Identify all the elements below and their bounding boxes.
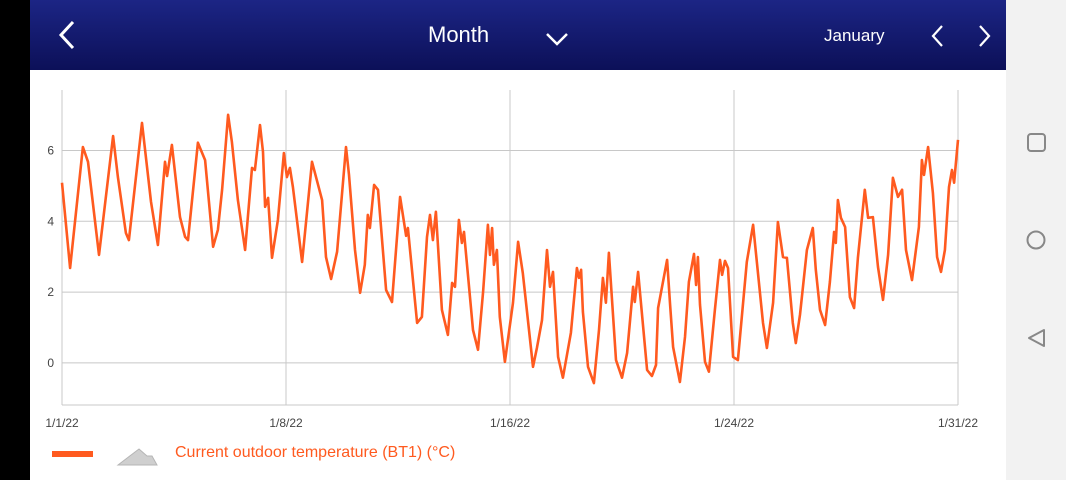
period-type-label[interactable]: Month (428, 22, 490, 47)
y-tick-label: 4 (47, 214, 54, 228)
chevron-left-icon (58, 20, 75, 50)
x-tick-label: 1/24/22 (714, 416, 754, 430)
y-tick-label: 2 (47, 285, 54, 299)
system-back-button[interactable] (1027, 328, 1047, 350)
current-period-label: January (824, 26, 885, 45)
circle-home-icon (1026, 230, 1046, 250)
series-line-outdoor-temperature (60, 113, 960, 385)
back-button[interactable] (56, 20, 76, 50)
recents-button[interactable] (1027, 133, 1047, 153)
x-tick-label: 1/8/22 (269, 416, 303, 430)
left-edge-bar (0, 0, 30, 480)
area-toggle-icon[interactable] (116, 448, 159, 466)
legend-label: Current outdoor temperature (BT1) (°C) (175, 444, 456, 461)
system-nav-bar (1006, 0, 1066, 480)
chevron-right-icon (979, 25, 991, 47)
square-recents-icon (1027, 133, 1046, 152)
legend-line-swatch (52, 451, 93, 457)
home-button[interactable] (1026, 230, 1048, 252)
chevron-down-icon (546, 33, 568, 46)
top-app-bar (30, 0, 1006, 70)
y-tick-label: 0 (47, 356, 54, 370)
x-tick-label: 1/16/22 (490, 416, 530, 430)
grid-lines (61, 90, 959, 406)
period-dropdown-button[interactable] (545, 32, 569, 46)
y-tick-label: 6 (47, 144, 54, 158)
temperature-chart: 0 2 4 6 1/1/22 1/8/22 1/16/22 1/24/22 1/31/22 (45, 90, 978, 430)
triangle-back-icon (1028, 329, 1045, 347)
previous-period-button[interactable] (930, 25, 944, 47)
next-period-button[interactable] (978, 25, 992, 47)
tick-labels: 0 2 4 6 1/1/22 1/8/22 1/16/22 1/24/22 1/31/22 (45, 144, 978, 430)
x-tick-label: 1/31/22 (938, 416, 978, 430)
chevron-left-icon (931, 25, 943, 47)
x-tick-label: 1/1/22 (45, 416, 79, 430)
